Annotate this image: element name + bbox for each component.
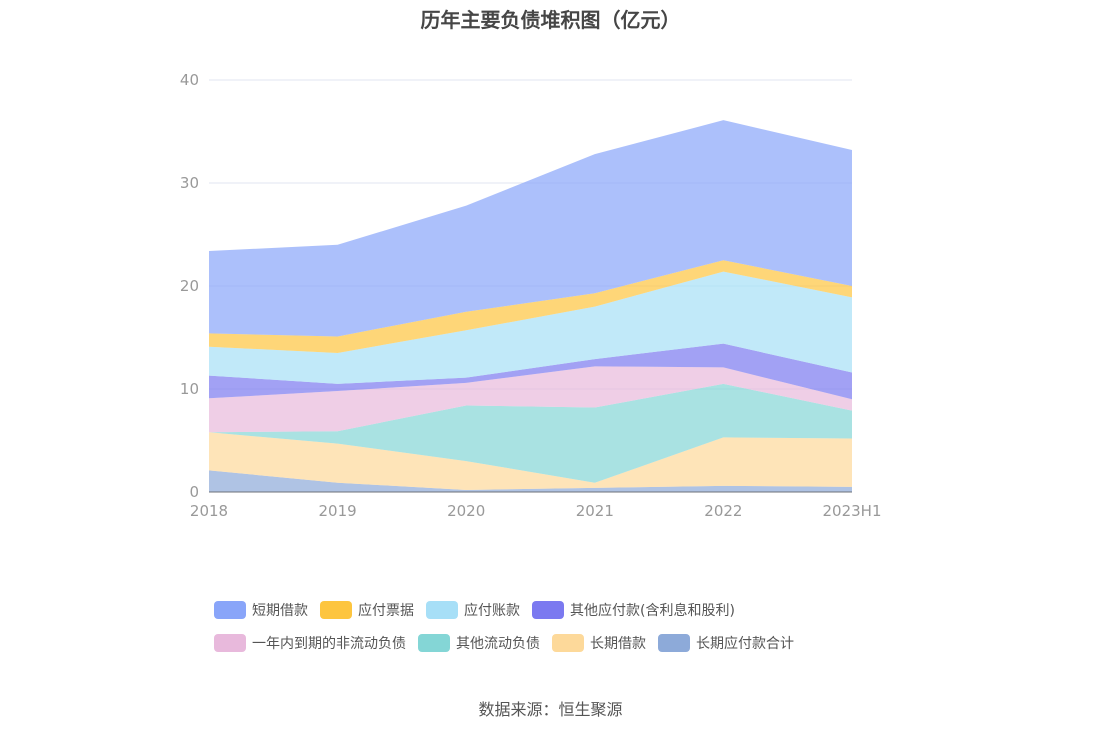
x-tick-label: 2019: [319, 502, 357, 520]
area-series-4: [209, 343, 852, 400]
legend-item[interactable]: 长期借款: [552, 633, 646, 653]
legend-label: 应付票据: [358, 603, 414, 619]
area-series-5: [209, 271, 852, 384]
legend-swatch: [658, 634, 690, 652]
x-tick-label: 2020: [447, 502, 485, 520]
legend-item[interactable]: 其他流动负债: [418, 633, 540, 653]
chart-title: 历年主要负债堆积图（亿元）: [420, 8, 681, 32]
legend-label: 其他应付款(含利息和股利): [570, 603, 735, 619]
legend-swatch: [320, 601, 352, 619]
legend-swatch: [214, 601, 246, 619]
legend-item[interactable]: 应付票据: [320, 600, 414, 620]
legend-row-1: 短期借款 应付票据 应付账款 其他应付款(含利息和股利): [214, 600, 747, 620]
legend-item[interactable]: 应付账款: [426, 600, 520, 620]
legend-item[interactable]: 长期应付款合计: [658, 633, 794, 653]
x-tick-label: 2018: [190, 502, 228, 520]
x-tick-label: 2021: [576, 502, 614, 520]
legend-swatch: [426, 601, 458, 619]
area-series-2: [209, 383, 852, 483]
legend-label: 长期借款: [590, 636, 646, 652]
area-series-6: [209, 260, 852, 353]
legend-label: 其他流动负债: [456, 636, 540, 652]
y-tick-label: 30: [180, 174, 199, 192]
legend-swatch: [552, 634, 584, 652]
legend-label: 一年内到期的非流动负债: [252, 636, 406, 652]
legend-item[interactable]: 短期借款: [214, 600, 308, 620]
legend-item[interactable]: 其他应付款(含利息和股利): [532, 600, 735, 620]
legend-label: 短期借款: [252, 603, 308, 619]
area-series-7: [209, 120, 852, 337]
data-source: 数据来源：恒生聚源: [478, 700, 623, 719]
y-tick-label: 10: [180, 380, 199, 398]
legend-item[interactable]: 一年内到期的非流动负债: [214, 633, 406, 653]
legend-row-2: 一年内到期的非流动负债 其他流动负债 长期借款 长期应付款合计: [214, 633, 806, 653]
x-tick-label: 2022: [704, 502, 742, 520]
legend-label: 应付账款: [464, 603, 520, 619]
y-tick-label: 20: [180, 277, 199, 295]
area-series-1: [209, 432, 852, 490]
legend-swatch: [532, 601, 564, 619]
area-series-3: [209, 366, 852, 433]
x-tick-label: 2023H1: [823, 502, 882, 520]
legend-swatch: [214, 634, 246, 652]
y-tick-label: 40: [180, 71, 199, 89]
area-series-0: [209, 470, 852, 492]
y-tick-label: 0: [189, 483, 199, 501]
legend-swatch: [418, 634, 450, 652]
legend-label: 长期应付款合计: [696, 636, 794, 652]
